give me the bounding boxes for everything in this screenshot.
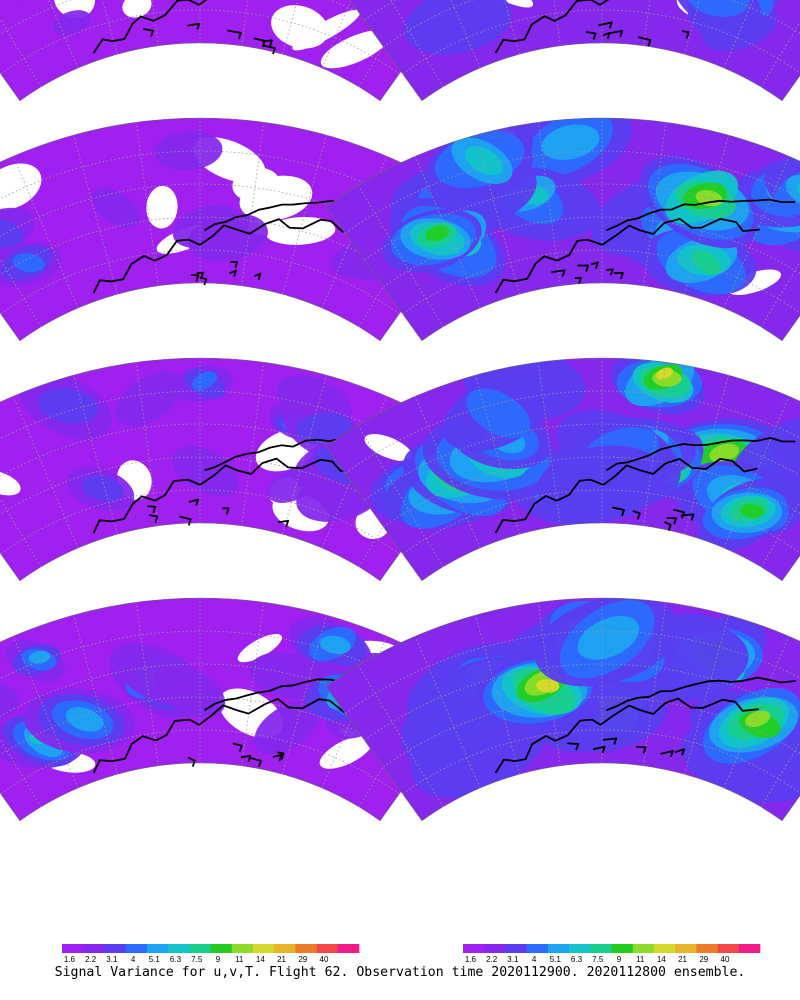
coastline — [494, 676, 796, 774]
map-outline — [325, 357, 800, 582]
colorbar: 1.6 2.2 3.1 4 5.1 6.3 7.5 9 11 14 21 29 40 — [62, 944, 360, 964]
colorbar-tick-label: 3.1 — [507, 955, 519, 964]
colorbar-tick-label: 14 — [657, 955, 666, 964]
coastline — [494, 437, 796, 534]
colorbar-swatch — [146, 944, 169, 953]
colorbar-swatch — [295, 944, 317, 953]
colorbar-swatch — [738, 944, 761, 953]
colorbar-tick-label: 40 — [320, 955, 329, 964]
colorbar-swatch — [526, 944, 549, 953]
colorbar-swatch — [611, 944, 634, 953]
colorbar-tick-label: 21 — [277, 955, 286, 964]
colorbar-tick-label: 29 — [298, 955, 307, 964]
colorbar-tick-label: 11 — [636, 955, 645, 964]
colorbar-tick-label: 1.6 — [64, 955, 76, 964]
colorbar-tick-label: 4 — [131, 955, 136, 964]
graticule — [344, 598, 800, 808]
colorbar: 1.6 2.2 3.1 4 5.1 6.3 7.5 9 11 14 21 29 40 — [463, 944, 761, 964]
colorbar-swatch — [104, 944, 126, 953]
colorbar-swatch — [547, 944, 570, 953]
colorbar-tick-label: 5.1 — [550, 955, 562, 964]
colorbar-tick-label: 9 — [617, 955, 622, 964]
map-outline — [0, 0, 453, 102]
colorbar-swatch — [505, 944, 527, 953]
colorbar-tick-label: 6.3 — [571, 955, 583, 964]
colorbar-swatch — [632, 944, 655, 953]
colorbar-tick-label: 14 — [256, 955, 265, 964]
colorbar-tick-label: 7.5 — [191, 955, 203, 964]
colorbar-tick-label: 6.3 — [170, 955, 182, 964]
map-panel: 2020112900 + 84h1.62.23.145.16.37.591114… — [325, 597, 800, 964]
colorbar-swatch — [569, 944, 591, 953]
variance-field — [326, 598, 800, 821]
colorbar-swatch — [653, 944, 676, 953]
colorbar-swatch — [675, 944, 697, 953]
colorbar-swatch — [189, 944, 211, 953]
map-outline — [325, 597, 800, 822]
colorbar-swatch — [210, 944, 233, 953]
colorbar-tick-label: 3.1 — [106, 955, 118, 964]
colorbar-tick-label: 5.1 — [149, 955, 161, 964]
variance-field — [0, 358, 476, 581]
colorbar-swatch — [274, 944, 296, 953]
graticule — [344, 118, 800, 328]
coastline — [494, 0, 690, 54]
map-panel: 2020112900 + 60h1.62.23.145.16.37.591114… — [325, 117, 800, 484]
variance-field — [326, 117, 800, 341]
map-outline — [325, 117, 800, 342]
figure-caption: Signal Variance for u,v,T. Flight 62. Ob… — [54, 965, 746, 980]
variance-field — [0, 598, 476, 821]
colorbar-swatch — [717, 944, 740, 953]
colorbar-tick-label: 1.6 — [465, 955, 477, 964]
colorbar-tick-label: 9 — [216, 955, 221, 964]
colorbar-swatch — [62, 944, 84, 953]
colorbar-swatch — [590, 944, 612, 953]
colorbar-tick-label: 11 — [235, 955, 244, 964]
variance-field — [326, 358, 800, 581]
colorbar-swatch — [252, 944, 275, 953]
colorbar-swatch — [696, 944, 718, 953]
colorbar-tick-label: 29 — [699, 955, 708, 964]
colorbar-swatch — [316, 944, 339, 953]
colorbar-tick-label: 40 — [721, 955, 730, 964]
colorbar-swatch — [337, 944, 360, 953]
graticule — [364, 0, 800, 88]
map-panel: 2020112900 + 72h1.62.23.145.16.37.591114… — [325, 357, 800, 724]
colorbar-tick-label: 21 — [678, 955, 687, 964]
colorbar-tick-label: 2.2 — [85, 955, 97, 964]
colorbar-swatch — [83, 944, 105, 953]
map-panel: 2020112900 + 24h1.62.23.145.16.37.591114… — [0, 357, 477, 724]
colorbar-swatch — [463, 944, 485, 953]
colorbar-swatch — [484, 944, 506, 953]
colorbar-tick-label: 4 — [532, 955, 537, 964]
map-outline — [349, 0, 800, 102]
graticule — [0, 0, 438, 88]
map-panel: 2020112900 + 36h1.62.23.145.16.37.591114… — [0, 597, 477, 964]
variance-field — [326, 0, 800, 101]
colorbar-tick-label: 7.5 — [592, 955, 604, 964]
colorbar-swatch — [125, 944, 148, 953]
graticule — [344, 358, 800, 568]
variance-field — [0, 0, 476, 101]
coastline — [494, 198, 796, 294]
colorbar-tick-label: 2.2 — [486, 955, 498, 964]
colorbar-swatch — [231, 944, 254, 953]
colorbar-swatch — [168, 944, 190, 953]
